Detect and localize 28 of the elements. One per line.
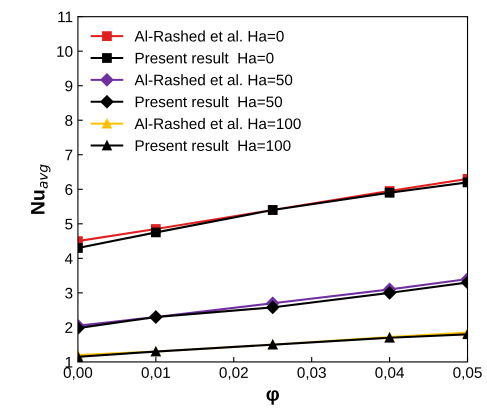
- point: [383, 286, 396, 300]
- x-tick-label: 0,05: [453, 367, 482, 380]
- y-tick-label: 3: [65, 288, 72, 299]
- y-tick-label: 11: [58, 12, 72, 22]
- y-tick-label: 7: [65, 150, 72, 160]
- y-tick-label: 4: [64, 253, 73, 264]
- point: [266, 300, 280, 314]
- x-tick-label: 0,00: [64, 367, 92, 380]
- point: [150, 228, 161, 238]
- x-tick-label: 0,01: [142, 367, 170, 380]
- x-tick-label: 0,02: [219, 367, 248, 380]
- x-axis-title: φ: [266, 390, 279, 405]
- legend-label: Al-Rashed et al. Ha=50: [134, 74, 292, 86]
- x-tick-label: 0,03: [297, 367, 326, 380]
- y-tick-label: 1: [66, 356, 72, 368]
- y-tick-label: 9: [65, 80, 72, 92]
- legend-label: Present result Ha=50: [136, 96, 282, 108]
- y-tick-label: 8: [65, 115, 72, 126]
- y-tick-label: 2: [65, 322, 72, 333]
- legend-label: Al-Rashed et al. Ha=0: [134, 30, 284, 42]
- y-tick-label: 10: [57, 46, 72, 57]
- legend-label: Present result Ha=0: [136, 52, 274, 64]
- y-tick-label: 5: [65, 218, 72, 230]
- y-axis-title: Nu$_{avg}$: [31, 164, 50, 214]
- legend-label: Al-Rashed et al. Ha=100: [134, 118, 301, 130]
- y-tick-label: 6: [65, 184, 72, 195]
- x-tick-label: 0,04: [375, 367, 404, 380]
- legend-label: Present result Ha=100: [136, 140, 291, 152]
